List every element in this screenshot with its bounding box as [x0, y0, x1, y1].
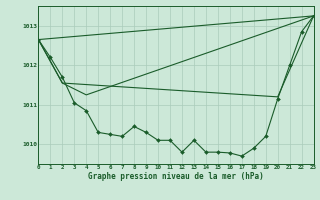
X-axis label: Graphe pression niveau de la mer (hPa): Graphe pression niveau de la mer (hPa) — [88, 172, 264, 181]
